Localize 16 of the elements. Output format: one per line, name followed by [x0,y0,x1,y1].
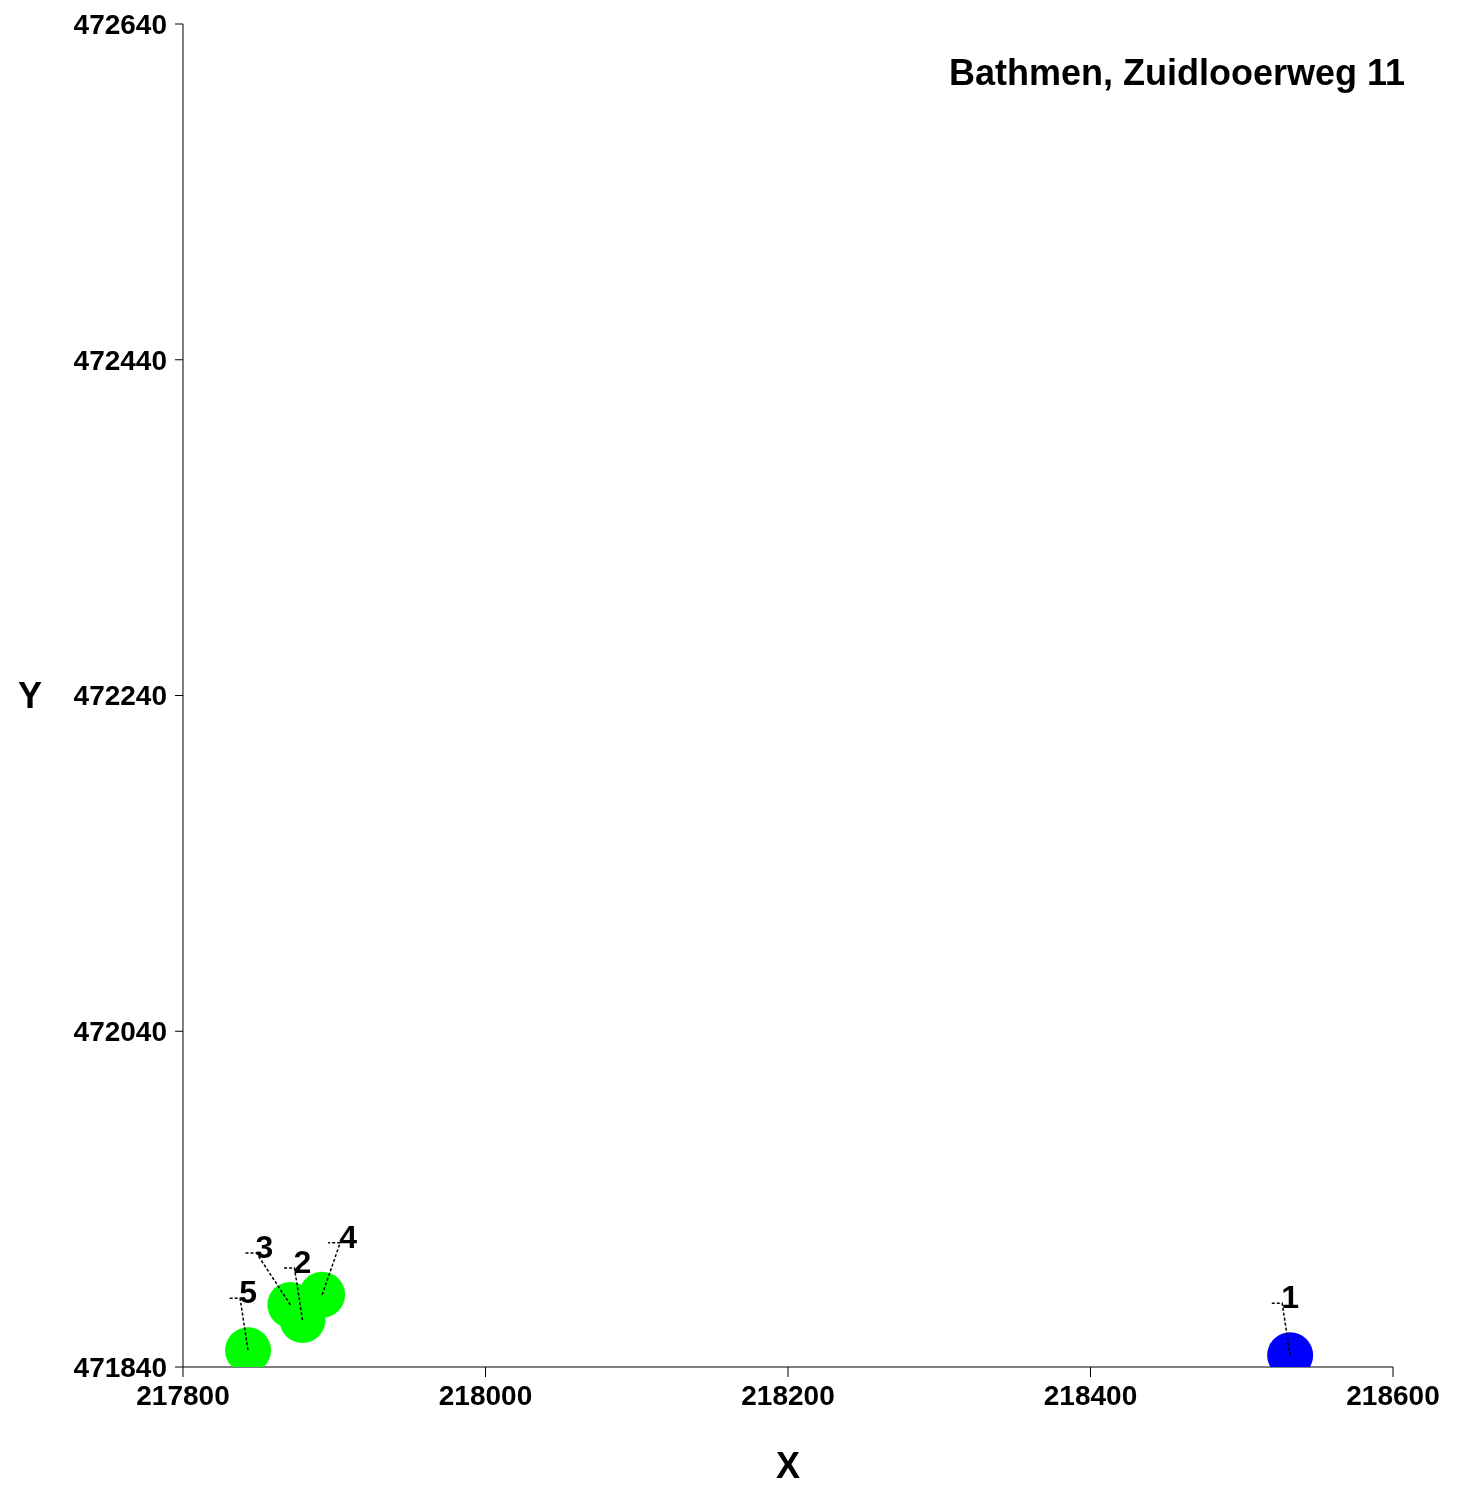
text: Bathmen, Zuidlooerweg 11 [948,52,1405,94]
y-tick-label: 472640 [73,8,167,40]
x-tick-label: 218200 [741,1379,835,1411]
annotation: 4 [339,1218,358,1255]
y-tick-label: 472040 [73,1016,167,1048]
y-tick-label: 472240 [73,680,167,712]
annotation: 1 [1281,1279,1300,1316]
y-tick-label: 472440 [73,344,167,376]
x-tick-label: 218400 [1043,1379,1138,1411]
y-axis-title: Y [17,675,43,716]
x-tick-label: 218000 [438,1379,533,1411]
x-tick-label: 218600 [1346,1379,1440,1411]
x-axis-title: X [775,1445,801,1486]
annotation: 2 [293,1243,312,1280]
annotation: 5 [239,1274,257,1311]
annotation: 3 [255,1228,274,1265]
